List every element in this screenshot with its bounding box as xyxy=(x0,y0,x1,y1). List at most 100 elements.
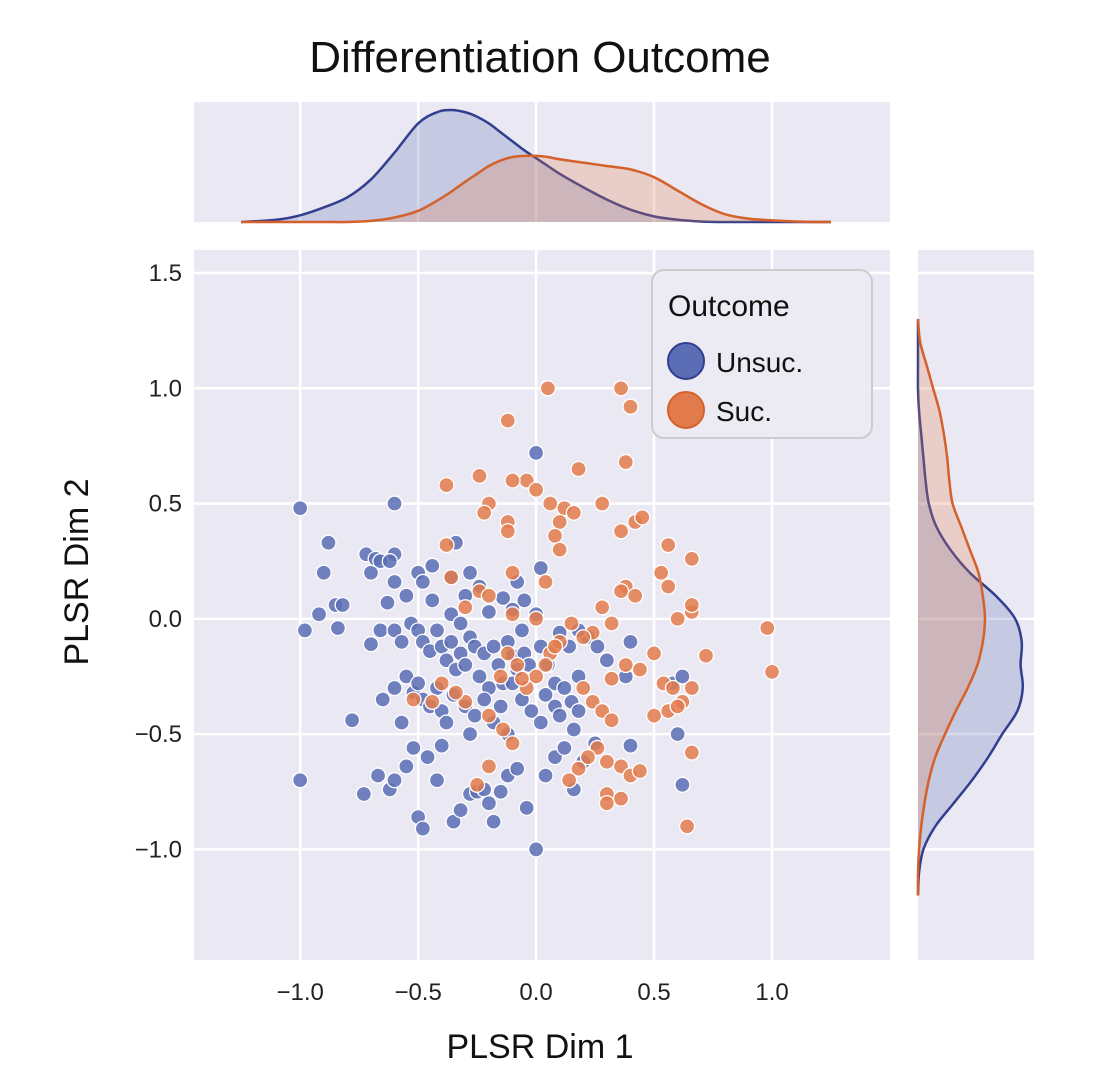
point-suc-64 xyxy=(763,663,781,681)
point-suc-38 xyxy=(603,615,620,632)
point-unsuc-131 xyxy=(669,725,686,743)
point-suc-17 xyxy=(565,504,583,521)
legend-title: Outcome xyxy=(668,290,790,323)
point-suc-90 xyxy=(424,693,441,710)
point-unsuc-18 xyxy=(379,594,396,611)
scatter-points xyxy=(292,380,781,858)
top-marginal-panel xyxy=(194,102,890,224)
point-suc-77 xyxy=(631,762,649,780)
point-unsuc-80 xyxy=(492,698,509,715)
chart-title: Differentiation Outcome xyxy=(309,33,770,82)
y-tick-label-5: −1.0 xyxy=(135,836,182,863)
right-kde-line-unsuc xyxy=(916,319,1025,896)
x-tick-label-1: −0.5 xyxy=(394,979,441,1006)
point-suc-98 xyxy=(457,599,474,616)
point-suc-42 xyxy=(683,596,700,614)
point-suc-61 xyxy=(683,679,700,697)
point-suc-68 xyxy=(603,712,620,729)
point-suc-54 xyxy=(603,670,620,687)
right-marginal-panel xyxy=(916,250,1034,960)
point-unsuc-124 xyxy=(374,691,391,708)
point-unsuc-138 xyxy=(674,668,691,685)
point-unsuc-7 xyxy=(334,596,351,614)
point-unsuc-63 xyxy=(527,444,545,462)
point-unsuc-101 xyxy=(414,820,432,837)
point-unsuc-77 xyxy=(466,707,483,724)
point-suc-18 xyxy=(594,495,611,512)
point-unsuc-65 xyxy=(516,592,533,609)
point-suc-87 xyxy=(480,707,498,724)
point-unsuc-95 xyxy=(369,767,387,784)
point-unsuc-112 xyxy=(492,783,509,800)
legend-marker-suc xyxy=(667,391,705,429)
point-unsuc-139 xyxy=(570,702,587,720)
y-tick-labels: 1.5 1.0 0.5 0.0 −0.5 −1.0 xyxy=(135,260,182,863)
legend: Outcome Unsuc. Suc. xyxy=(651,269,873,439)
top-kde-line-suc xyxy=(241,154,832,224)
legend-label-unsuc: Unsuc. xyxy=(716,347,803,378)
point-suc-1 xyxy=(612,380,630,397)
point-suc-7 xyxy=(471,467,488,485)
top-kde-line-unsuc xyxy=(241,108,832,224)
point-unsuc-14 xyxy=(381,553,398,570)
point-unsuc-117 xyxy=(537,767,554,784)
point-suc-2 xyxy=(622,398,639,415)
point-unsuc-29 xyxy=(428,622,446,639)
point-suc-53 xyxy=(492,668,509,685)
point-unsuc-2 xyxy=(296,622,314,639)
point-suc-35 xyxy=(612,583,630,600)
point-unsuc-0 xyxy=(292,500,309,517)
point-suc-31 xyxy=(660,536,677,554)
point-suc-94 xyxy=(513,670,531,687)
point-suc-30 xyxy=(537,573,554,591)
point-unsuc-102 xyxy=(419,748,436,766)
point-suc-78 xyxy=(645,707,663,724)
point-suc-71 xyxy=(598,753,616,770)
x-tick-labels: −1.0 −0.5 0.0 0.5 1.0 xyxy=(276,979,788,1006)
right-kde-fill-unsuc xyxy=(917,319,1023,896)
point-suc-48 xyxy=(537,656,554,674)
point-unsuc-114 xyxy=(509,760,526,777)
y-axis-label: PLSR Dim 2 xyxy=(58,478,96,665)
point-unsuc-129 xyxy=(674,776,691,793)
point-unsuc-16 xyxy=(362,636,380,653)
point-suc-24 xyxy=(551,541,568,558)
point-suc-28 xyxy=(480,587,498,604)
point-unsuc-94 xyxy=(355,785,373,803)
right-marginal-kde xyxy=(916,319,1025,896)
point-suc-99 xyxy=(527,610,545,627)
point-suc-44 xyxy=(575,629,592,646)
point-suc-72 xyxy=(570,760,587,777)
point-unsuc-74 xyxy=(438,714,455,731)
point-unsuc-134 xyxy=(598,652,616,669)
point-unsuc-104 xyxy=(433,737,450,754)
point-unsuc-127 xyxy=(622,737,639,754)
point-unsuc-47 xyxy=(513,622,531,639)
point-unsuc-66 xyxy=(386,679,403,697)
point-unsuc-84 xyxy=(523,702,540,720)
point-unsuc-123 xyxy=(292,772,309,789)
point-unsuc-24 xyxy=(393,633,410,651)
point-unsuc-59 xyxy=(480,603,498,621)
point-suc-22 xyxy=(551,513,568,531)
point-unsuc-91 xyxy=(565,721,583,738)
point-unsuc-143 xyxy=(452,615,469,632)
point-unsuc-89 xyxy=(556,679,573,697)
point-suc-15 xyxy=(542,495,559,512)
x-axis-label: PLSR Dim 1 xyxy=(446,1028,633,1066)
top-kde-fill-unsuc xyxy=(241,110,832,223)
point-unsuc-88 xyxy=(551,707,568,724)
point-suc-93 xyxy=(468,776,486,793)
point-suc-85 xyxy=(504,735,521,752)
point-suc-10 xyxy=(527,481,545,498)
point-suc-6 xyxy=(438,476,455,494)
point-suc-81 xyxy=(683,744,700,761)
point-unsuc-69 xyxy=(409,675,427,692)
point-suc-9 xyxy=(504,472,521,489)
point-unsuc-32 xyxy=(443,633,460,651)
y-tick-label-4: −0.5 xyxy=(135,721,182,748)
point-suc-96 xyxy=(405,691,422,708)
point-suc-80 xyxy=(669,698,686,715)
point-unsuc-17 xyxy=(372,622,389,639)
point-suc-52 xyxy=(499,645,516,662)
